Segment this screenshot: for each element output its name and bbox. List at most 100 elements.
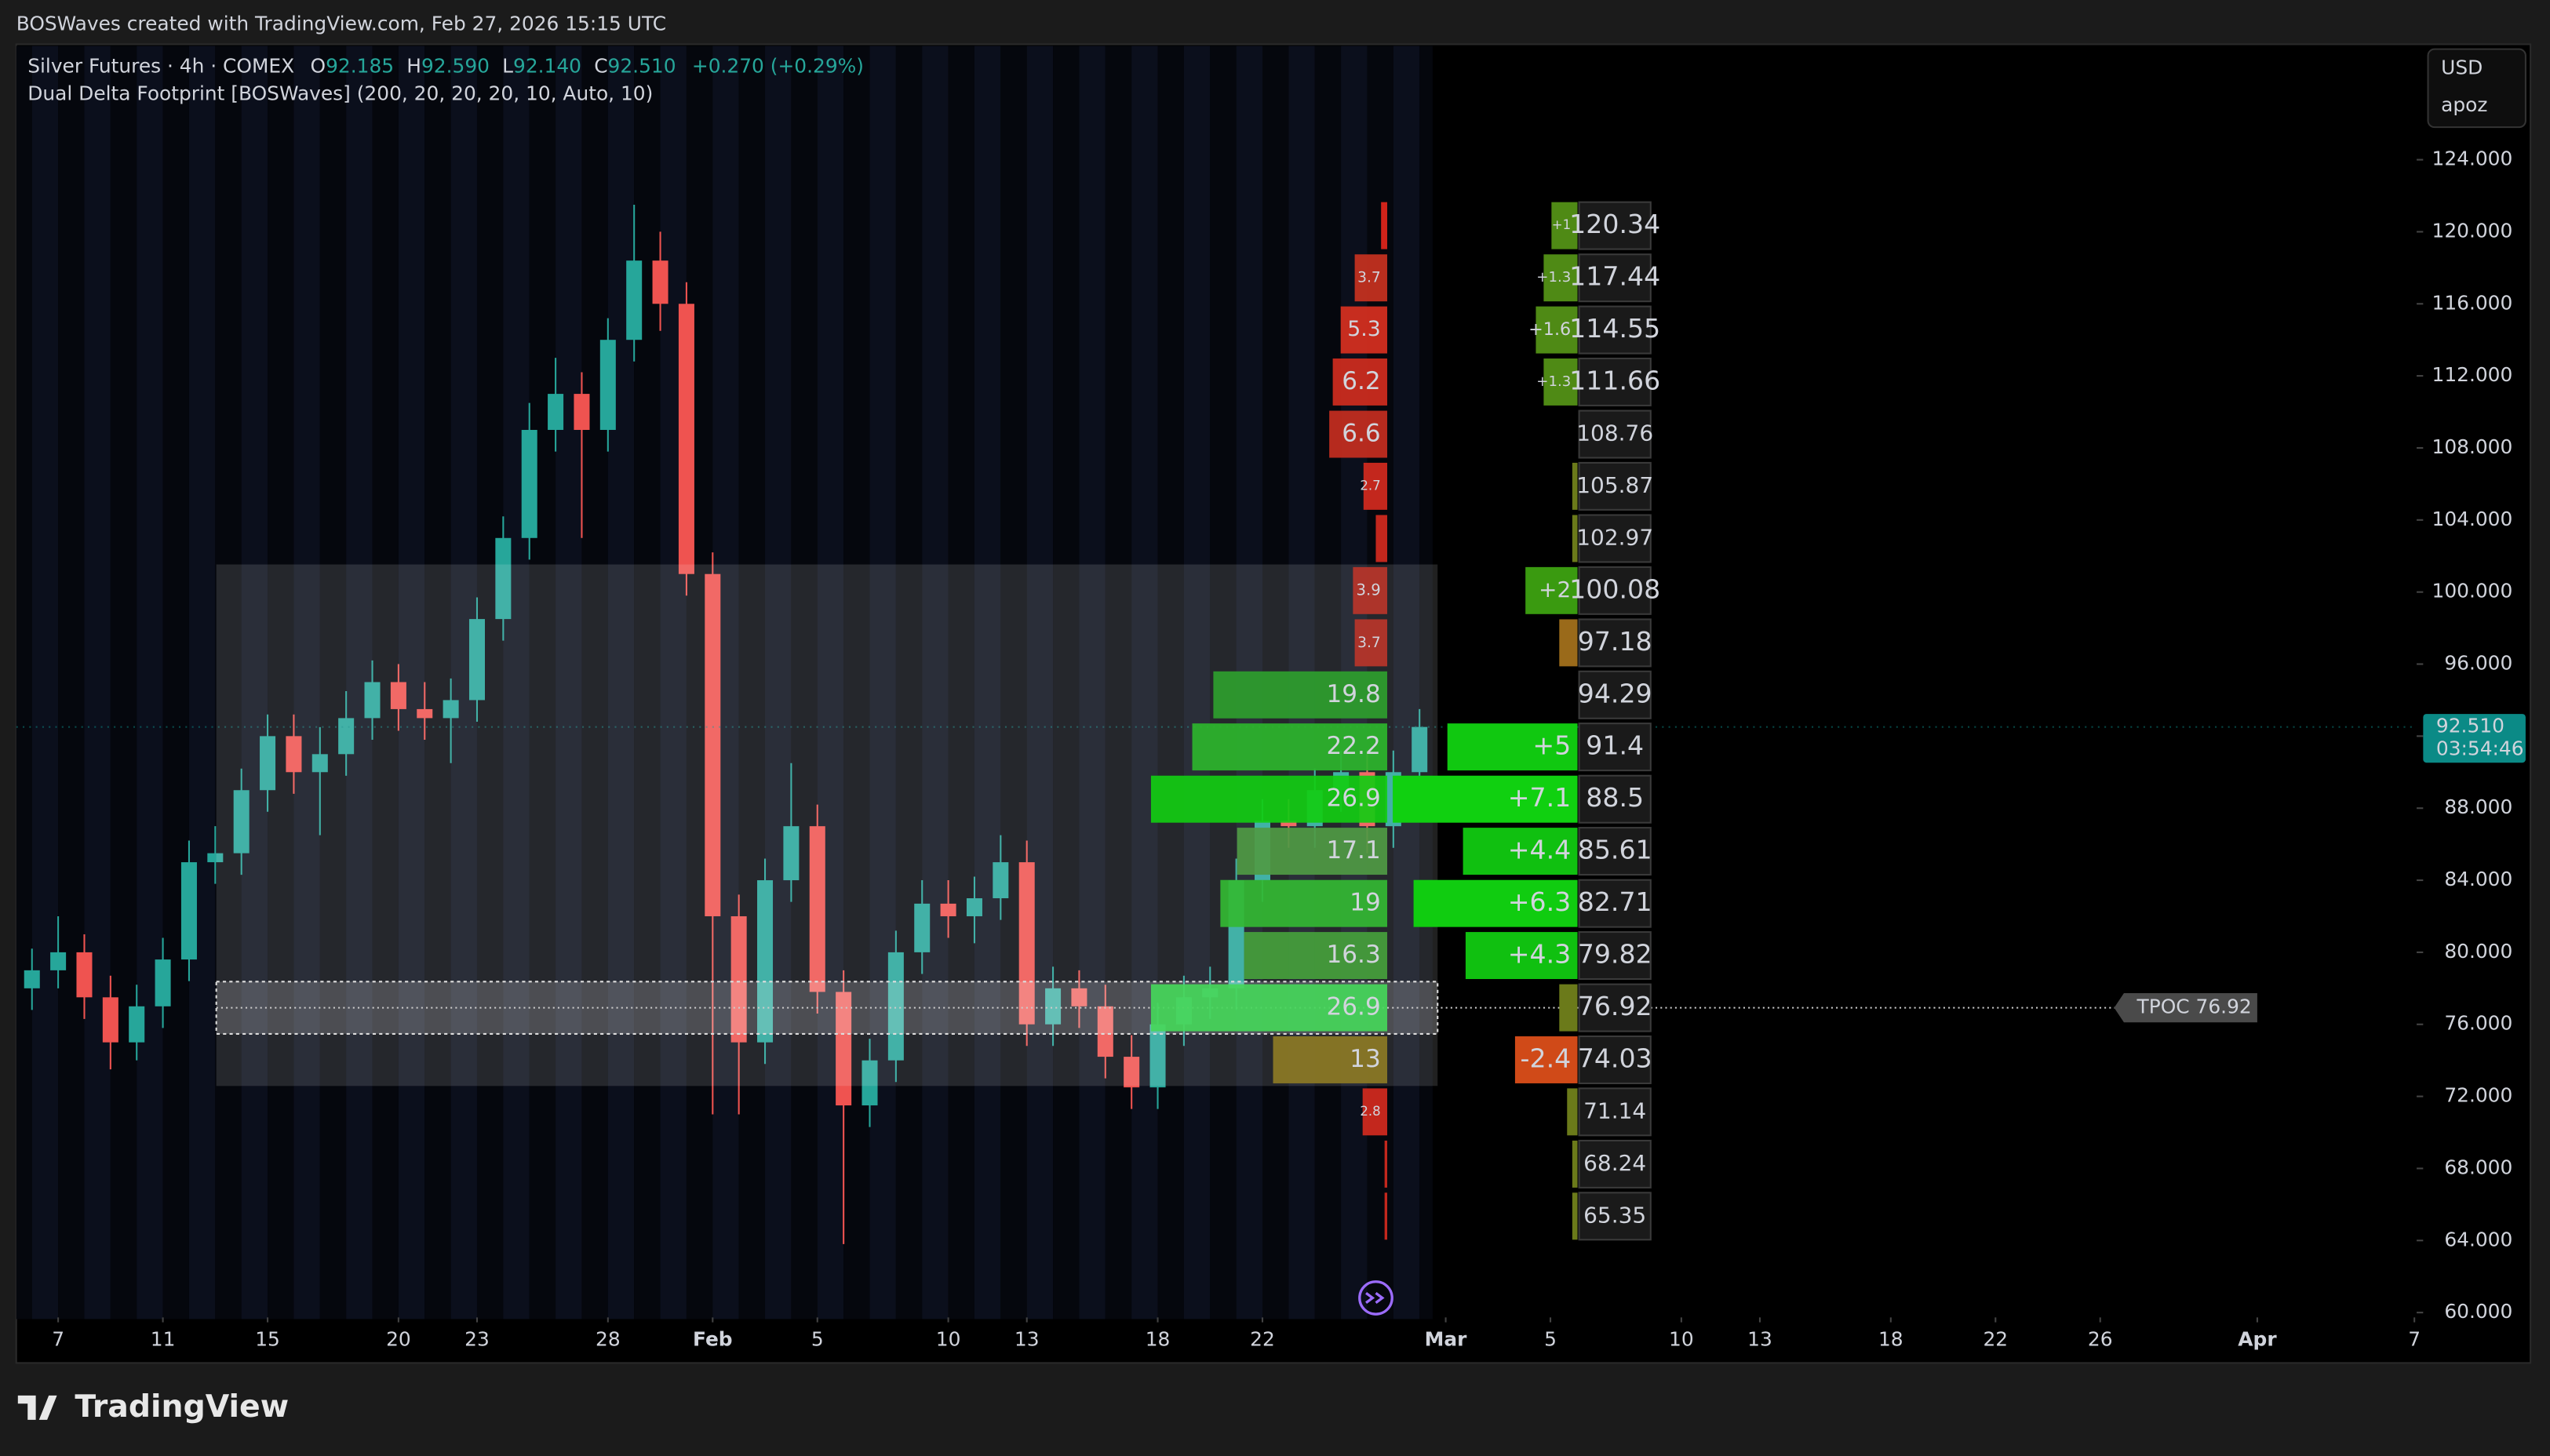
level-box (1578, 827, 1652, 876)
x-tick-label: 20 (386, 1327, 411, 1350)
y-tick-label: 100.000 (2432, 580, 2513, 602)
x-tick-label: 11 (151, 1327, 176, 1350)
session-stripe (31, 46, 59, 1320)
level-box (1578, 1035, 1652, 1084)
volume-label: 5.3 (1347, 317, 1380, 341)
delta-bar (1535, 306, 1578, 354)
delta-label: +7.1 (1508, 782, 1572, 813)
volume-bar (1354, 619, 1388, 667)
level-box (1578, 566, 1652, 615)
volume-label: 26.9 (1327, 993, 1381, 1021)
level-label: 85.61 (1578, 835, 1652, 865)
session-stripe (268, 46, 294, 1320)
volume-bar (1192, 723, 1388, 771)
candle-body (207, 853, 224, 863)
candle-body (495, 537, 512, 620)
delta-label: +4.3 (1508, 939, 1572, 970)
session-stripe (817, 46, 844, 1320)
legend-change: +0.270 (+0.29%) (692, 54, 864, 77)
level-label: 97.18 (1578, 626, 1652, 657)
symbol-title: Silver Futures · 4h · COMEX (27, 54, 294, 77)
volume-label: 26.9 (1327, 784, 1381, 813)
level-label: 76.92 (1578, 991, 1652, 1021)
x-tick-label: 5 (811, 1327, 824, 1350)
candle-body (233, 790, 250, 854)
level-box (1578, 774, 1652, 824)
session-stripe (581, 46, 608, 1320)
candle-body (757, 880, 774, 1043)
y-tick-label: 112.000 (2432, 363, 2513, 386)
replay-icon[interactable] (1358, 1280, 1393, 1316)
candle-body (652, 260, 668, 304)
candle-body (468, 619, 485, 701)
session-stripe (58, 46, 85, 1320)
session-stripe (1053, 46, 1080, 1320)
session-stripe (1105, 46, 1132, 1320)
session-stripe (162, 46, 189, 1320)
delta-bar (1543, 358, 1578, 406)
session-stripe (922, 46, 949, 1320)
volume-bar (1340, 306, 1388, 354)
currency-box[interactable] (2427, 48, 2526, 129)
candle-body (678, 304, 694, 574)
volume-label: 13 (1350, 1045, 1381, 1073)
level-label: 108.76 (1576, 420, 1653, 446)
delta-label: +1 (1552, 217, 1571, 232)
volume-label: 2.7 (1360, 478, 1380, 493)
delta-bar (1463, 828, 1578, 875)
session-stripe (791, 46, 818, 1320)
volume-bar (1363, 462, 1388, 510)
candle-body (260, 736, 276, 791)
volume-label: 19.8 (1327, 680, 1381, 708)
delta-label: +1.3 (1536, 269, 1571, 286)
x-tick-label: Feb (693, 1327, 733, 1350)
x-tick-label: 10 (1669, 1327, 1694, 1350)
y-tick-label: 104.000 (2432, 508, 2513, 530)
unit: apoz (2441, 93, 2487, 116)
candle-body (1097, 1006, 1113, 1057)
legend-value: 92.140 (513, 54, 581, 77)
volume-bar (1150, 984, 1388, 1032)
legend-key: H (406, 54, 421, 77)
delta-label: +2 (1539, 577, 1571, 602)
session-stripe (1157, 46, 1184, 1320)
delta-label: +1.3 (1536, 373, 1571, 390)
level-box (1578, 1087, 1652, 1137)
session-stripe (1000, 46, 1027, 1320)
session-stripe (16, 46, 32, 1320)
level-label: 105.87 (1576, 472, 1653, 498)
delta-label: +6.3 (1508, 886, 1572, 917)
level-label: 74.03 (1578, 1043, 1652, 1073)
level-box (1578, 461, 1652, 511)
session-stripe (660, 46, 687, 1320)
session-stripe (948, 46, 974, 1320)
y-tick-label: 120.000 (2432, 219, 2513, 242)
candle-body (862, 1060, 878, 1106)
level-label: 117.44 (1569, 261, 1660, 292)
candle-body (914, 903, 931, 952)
icon-ring (1358, 1280, 1393, 1316)
level-label: 91.4 (1586, 730, 1644, 761)
delta-bar (1413, 879, 1578, 927)
volume-bar (1384, 1140, 1388, 1188)
level-label: 114.55 (1569, 313, 1660, 344)
countdown: 03:54:46 (2436, 737, 2524, 760)
y-tick-label: 72.000 (2444, 1084, 2512, 1107)
volume-bar (1244, 932, 1388, 980)
volume-bar (1237, 828, 1388, 875)
y-tick-label: 84.000 (2444, 868, 2512, 890)
candle-body (730, 915, 747, 1043)
candle-body (364, 682, 381, 719)
level-label: 120.34 (1569, 209, 1660, 239)
volume-bar (1332, 358, 1388, 406)
last-price-box (2423, 714, 2526, 763)
session-stripe (1131, 46, 1158, 1320)
delta-bar (1567, 1088, 1578, 1136)
delta-bar (1572, 515, 1578, 562)
candle-body (521, 430, 537, 538)
delta-bar (1447, 723, 1578, 771)
level-box (1578, 723, 1652, 772)
